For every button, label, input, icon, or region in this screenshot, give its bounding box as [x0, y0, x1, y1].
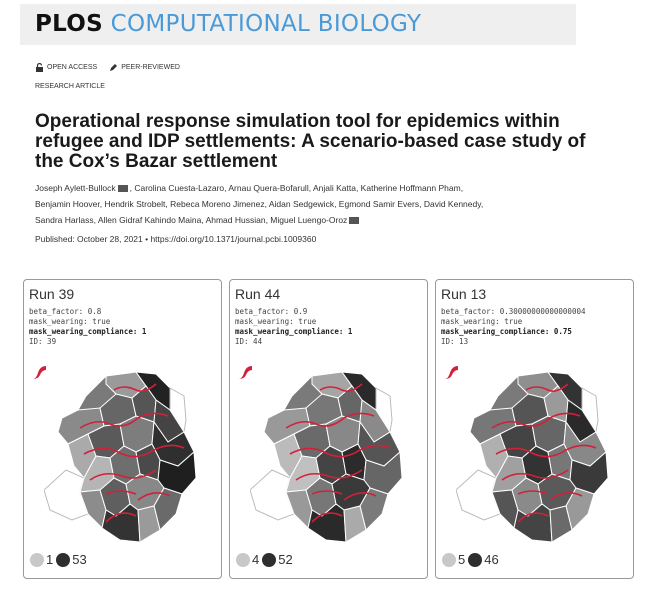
mask-compliance: mask_wearing_compliance: 1: [235, 327, 353, 336]
light-count-dot: [30, 552, 44, 567]
run-id: ID: 13: [441, 337, 469, 346]
open-access-label: OPEN ACCESS: [47, 64, 98, 71]
light-count-dot: [236, 552, 250, 567]
authors-line2: Benjamin Hoover, Hendrik Strobelt, Rebec…: [35, 199, 484, 209]
run-panel: Run 13 beta_factor: 0.30000000000000004 …: [435, 279, 634, 579]
dark-count-dot: [56, 552, 71, 567]
curve-logo-icon: [239, 366, 252, 379]
run-panel: Run 39 beta_factor: 0.8 mask_wearing: tr…: [23, 279, 222, 579]
run-parameters: beta_factor: 0.9 mask_wearing: true mask…: [235, 307, 352, 347]
beta-factor: beta_factor: 0.8: [29, 307, 102, 316]
journal-name-plos: PLOS: [35, 11, 104, 37]
peer-reviewed-badge[interactable]: PEER-REVIEWED: [109, 63, 180, 72]
mask-compliance: mask_wearing_compliance: 0.75: [441, 327, 572, 336]
run-id: ID: 44: [235, 337, 263, 346]
dark-count: 46: [484, 552, 499, 567]
run-title: Run 13: [441, 286, 487, 302]
dark-count-dot: [262, 552, 277, 567]
curve-logo-icon: [33, 366, 46, 379]
author-corresponding[interactable]: Joseph Aylett-Bullock: [35, 183, 116, 193]
beta-factor: beta_factor: 0.9: [235, 307, 308, 316]
settlement-map: [250, 371, 403, 543]
mail-icon[interactable]: [117, 185, 128, 192]
mail-icon[interactable]: [349, 217, 360, 224]
run-panel: Run 44 beta_factor: 0.9 mask_wearing: tr…: [229, 279, 428, 579]
run-id: ID: 39: [29, 337, 57, 346]
journal-name: PLOS COMPUTATIONAL BIOLOGY: [35, 11, 421, 37]
count-legend: 5 46: [442, 552, 499, 567]
curve-logo-icon: [445, 366, 458, 379]
run-title: Run 44: [235, 286, 281, 302]
article-type: RESEARCH ARTICLE: [35, 83, 105, 90]
publication-info: Published: October 28, 2021 • https://do…: [35, 234, 317, 244]
dark-count-dot: [468, 552, 483, 567]
light-count: 4: [252, 552, 260, 567]
count-legend: 4 52: [236, 552, 293, 567]
open-access-badge[interactable]: OPEN ACCESS: [35, 63, 97, 72]
light-count-dot: [442, 552, 456, 567]
authors-line3: Sandra Harlass, Allen Gidraf Kahindo Mai…: [35, 215, 348, 225]
run-parameters: beta_factor: 0.8 mask_wearing: true mask…: [29, 307, 146, 347]
journal-name-subject: COMPUTATIONAL BIOLOGY: [110, 11, 422, 37]
dark-count: 52: [278, 552, 293, 567]
run-parameters: beta_factor: 0.30000000000000004 mask_we…: [441, 307, 586, 347]
dark-count: 53: [72, 552, 87, 567]
run-title: Run 39: [29, 286, 75, 302]
count-legend: 1 53: [30, 552, 87, 567]
light-count: 5: [458, 552, 466, 567]
pen-icon: [110, 64, 118, 71]
beta-factor: beta_factor: 0.30000000000000004: [441, 307, 586, 316]
journal-masthead: PLOS COMPUTATIONAL BIOLOGY: [20, 4, 576, 45]
settlement-map: [456, 371, 609, 543]
light-count: 1: [46, 552, 54, 567]
article-badges: OPEN ACCESS PEER-REVIEWED: [35, 63, 192, 72]
author-list: Joseph Aylett-Bullock , Carolina Cuesta-L…: [35, 180, 555, 228]
mask-wearing: mask_wearing: true: [235, 317, 317, 326]
settlement-map: [44, 371, 197, 543]
authors-line1-rest: , Carolina Cuesta-Lazaro, Arnau Quera-Bo…: [129, 183, 464, 193]
unlock-icon: [36, 63, 43, 72]
peer-reviewed-label: PEER-REVIEWED: [121, 64, 180, 71]
mask-compliance: mask_wearing_compliance: 1: [29, 327, 147, 336]
article-title: Operational response simulation tool for…: [35, 111, 586, 172]
mask-wearing: mask_wearing: true: [441, 317, 523, 326]
mask-wearing: mask_wearing: true: [29, 317, 111, 326]
